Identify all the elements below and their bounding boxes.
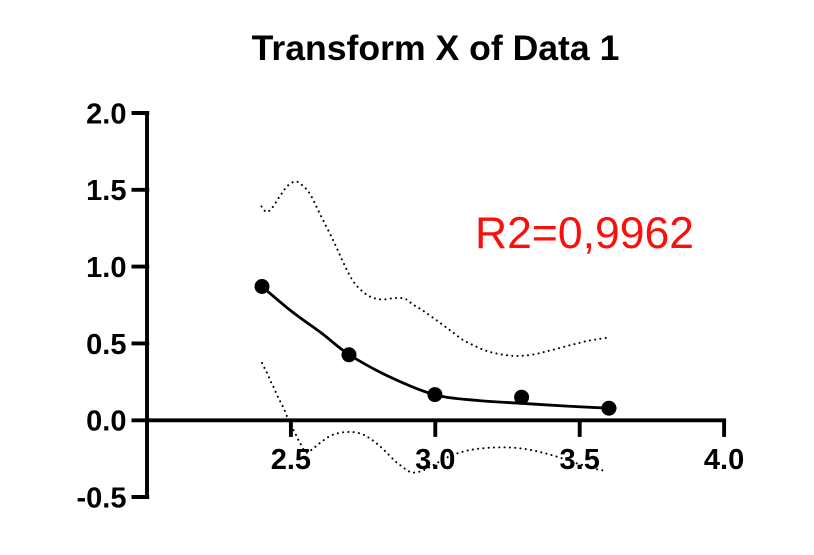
svg-text:2.0: 2.0 (86, 98, 126, 130)
svg-text:3.0: 3.0 (415, 444, 455, 476)
svg-text:0.0: 0.0 (86, 406, 126, 438)
svg-text:R2=0,9962: R2=0,9962 (475, 209, 694, 258)
svg-text:Transform X of Data 1: Transform X of Data 1 (252, 28, 620, 68)
svg-text:1.5: 1.5 (86, 175, 126, 207)
svg-text:4.0: 4.0 (704, 444, 744, 476)
svg-text:1.0: 1.0 (86, 252, 126, 284)
svg-text:2.5: 2.5 (271, 444, 311, 476)
svg-text:3.5: 3.5 (560, 444, 600, 476)
svg-text:0.5: 0.5 (86, 329, 126, 361)
svg-text:-0.5: -0.5 (77, 482, 127, 514)
